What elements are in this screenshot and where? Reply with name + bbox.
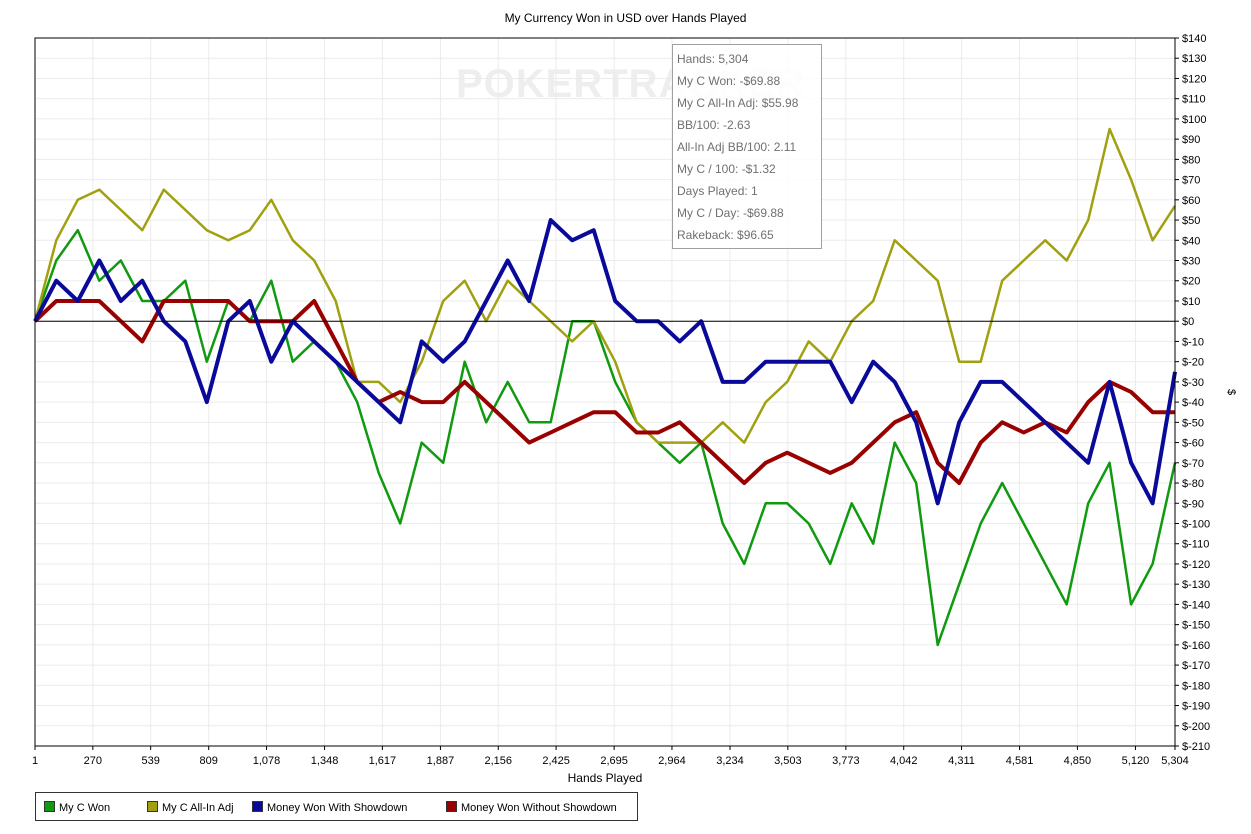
x-tick-label: 3,234 [716,755,744,767]
y-tick-label: $-180 [1182,680,1210,692]
legend-swatch-my-c-won [44,801,55,812]
y-tick-label: $-120 [1182,559,1210,571]
y-tick-label: $80 [1182,154,1200,166]
x-tick-label: 2,156 [485,755,513,767]
x-axis-label: Hands Played [568,771,643,785]
y-tick-label: $-30 [1182,377,1204,389]
legend-item[interactable]: My C All-In Adj [147,801,234,814]
stat-bb100: BB/100: -2.63 [677,118,751,132]
legend-label: Money Won Without Showdown [461,802,617,814]
y-tick-label: $130 [1182,53,1206,65]
y-tick-label: $-40 [1182,397,1204,409]
y-tick-label: $-210 [1182,741,1210,753]
series-lines [33,127,1177,647]
y-tick-label: $140 [1182,33,1206,45]
stat-allin-adj: My C All-In Adj: $55.98 [677,96,799,110]
chart-title: My Currency Won in USD over Hands Played [504,11,747,25]
y-tick-label: $-100 [1182,518,1210,530]
legend-label: Money Won With Showdown [267,802,408,814]
legend-item[interactable]: My C Won [44,801,111,814]
x-axis: 1 270 539 809 1,078 1,348 1,617 1,887 2,156 2,425… [32,746,1189,767]
stats-box: Hands: 5,304 My C Won: -$69.88 My C All-… [672,44,822,249]
y-tick-label: $-20 [1182,357,1204,369]
y-tick-label: $120 [1182,73,1206,85]
stat-hands: Hands: 5,304 [677,52,749,66]
y-tick-label: $-140 [1182,599,1210,611]
y-tick-label: $20 [1182,276,1200,288]
y-tick-label: $110 [1182,94,1206,106]
legend-swatch-without-showdown [446,801,457,812]
x-tick-label: 809 [200,755,218,767]
x-tick-label: 3,773 [832,755,860,767]
y-tick-label: $-170 [1182,660,1210,672]
legend-swatch-with-showdown [252,801,263,812]
x-tick-label: 4,581 [1006,755,1034,767]
y-tick-label: $-160 [1182,640,1210,652]
x-tick-label: 2,425 [542,755,570,767]
x-tick-label: 3,503 [774,755,802,767]
y-tick-label: $-50 [1182,417,1204,429]
plot-area [34,37,1176,747]
y-tick-label: $-80 [1182,478,1204,490]
y-tick-label: $-110 [1182,539,1209,551]
x-tick-label: 1,078 [253,755,281,767]
y-tick-label: $-60 [1182,438,1204,450]
stat-allin-bb100: All-In Adj BB/100: 2.11 [677,140,797,154]
series-line-0 [33,228,1177,647]
legend-label: My C Won [59,802,111,814]
legend-item[interactable]: Money Won With Showdown [252,801,408,814]
legend-item[interactable]: Money Won Without Showdown [446,801,617,814]
x-tick-label: 2,695 [600,755,628,767]
x-tick-label: 270 [84,755,102,767]
x-tick-label: 4,311 [948,755,975,767]
x-tick-label: 5,304 [1161,755,1189,767]
y-tick-label: $50 [1182,215,1200,227]
y-tick-label: $10 [1182,296,1200,308]
y-tick-label: $-130 [1182,579,1210,591]
y-tick-label: $30 [1182,256,1200,268]
x-tick-label: 1,887 [427,755,455,767]
y-tick-label: $100 [1182,114,1206,126]
grid [34,37,1176,747]
x-tick-label: 539 [141,755,159,767]
y-tick-label: $-150 [1182,620,1210,632]
y-tick-label: $-70 [1182,458,1204,470]
x-tick-label: 1,348 [311,755,339,767]
y-axis-label: $ [1225,389,1237,395]
x-tick-label: 2,964 [658,755,686,767]
y-tick-label: $-10 [1182,336,1204,348]
stat-rakeback: Rakeback: $96.65 [677,228,774,242]
legend-label: My C All-In Adj [162,802,234,814]
y-tick-label: $-190 [1182,701,1210,713]
stat-days: Days Played: 1 [677,184,758,198]
legend-swatch-all-in-adj [147,801,158,812]
y-tick-label: $90 [1182,134,1200,146]
x-tick-label: 4,042 [890,755,918,767]
stat-won: My C Won: -$69.88 [677,74,781,88]
series-line-2 [33,218,1177,506]
x-tick-label: 4,850 [1064,755,1092,767]
series-line-1 [33,127,1177,444]
y-tick-label: $-200 [1182,721,1210,733]
x-tick-label: 1 [32,755,38,767]
y-tick-label: $40 [1182,235,1200,247]
x-tick-label: 5,120 [1122,755,1150,767]
series-line-3 [33,299,1175,485]
legend: My C Won My C All-In Adj Money Won With … [35,792,638,821]
stat-c100: My C / 100: -$1.32 [677,162,776,176]
y-axis: $140 $130 $120 $110 $100 $90 $80 $70 $60 $50 $40 $3… [1175,33,1210,753]
y-tick-label: $-90 [1182,498,1204,510]
x-tick-label: 1,617 [369,755,397,767]
y-tick-label: $70 [1182,175,1200,187]
y-tick-label: $0 [1182,316,1194,328]
stat-cday: My C / Day: -$69.88 [677,206,784,220]
y-tick-label: $60 [1182,195,1200,207]
